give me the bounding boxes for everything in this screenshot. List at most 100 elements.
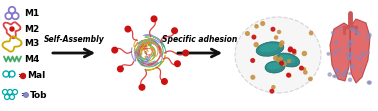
Circle shape xyxy=(246,32,249,35)
Circle shape xyxy=(277,58,280,62)
Circle shape xyxy=(347,56,351,60)
Circle shape xyxy=(336,70,338,73)
Circle shape xyxy=(139,84,145,90)
Text: Self-Assembly: Self-Assembly xyxy=(43,35,104,44)
Circle shape xyxy=(336,75,339,78)
Circle shape xyxy=(289,47,292,51)
Circle shape xyxy=(310,31,313,35)
Circle shape xyxy=(350,28,352,30)
Circle shape xyxy=(355,30,358,33)
Circle shape xyxy=(332,32,334,34)
Circle shape xyxy=(352,28,355,31)
Polygon shape xyxy=(350,19,370,83)
Circle shape xyxy=(271,27,275,31)
Circle shape xyxy=(334,51,337,54)
Circle shape xyxy=(361,68,362,70)
Circle shape xyxy=(338,48,341,50)
Circle shape xyxy=(254,43,258,47)
Circle shape xyxy=(175,61,180,66)
Circle shape xyxy=(261,22,265,25)
Circle shape xyxy=(252,35,256,39)
Circle shape xyxy=(342,73,345,76)
Circle shape xyxy=(270,89,274,93)
Circle shape xyxy=(288,74,291,77)
Polygon shape xyxy=(330,23,350,81)
Circle shape xyxy=(349,73,350,75)
Circle shape xyxy=(162,79,167,84)
Circle shape xyxy=(345,69,347,70)
Circle shape xyxy=(251,59,254,62)
Circle shape xyxy=(359,58,361,61)
Circle shape xyxy=(367,52,369,54)
Circle shape xyxy=(279,44,282,47)
Circle shape xyxy=(277,30,280,33)
Circle shape xyxy=(125,26,131,32)
Ellipse shape xyxy=(235,17,321,93)
Circle shape xyxy=(280,61,284,65)
Circle shape xyxy=(274,36,277,39)
Circle shape xyxy=(282,62,286,66)
Circle shape xyxy=(255,25,258,28)
Circle shape xyxy=(351,66,353,68)
Circle shape xyxy=(272,86,275,89)
Text: M4: M4 xyxy=(24,55,39,63)
Circle shape xyxy=(23,92,28,97)
Circle shape xyxy=(348,57,351,60)
Circle shape xyxy=(328,73,331,76)
Circle shape xyxy=(183,50,188,56)
Circle shape xyxy=(172,28,177,34)
Circle shape xyxy=(335,68,338,72)
Circle shape xyxy=(333,75,335,77)
Circle shape xyxy=(302,52,307,56)
Circle shape xyxy=(351,64,354,68)
Text: Specific adhesion: Specific adhesion xyxy=(163,35,238,44)
Circle shape xyxy=(349,45,350,47)
Circle shape xyxy=(357,33,360,35)
Circle shape xyxy=(118,66,123,72)
Circle shape xyxy=(349,52,353,55)
Text: M1: M1 xyxy=(24,10,39,19)
Ellipse shape xyxy=(259,44,279,53)
Circle shape xyxy=(300,66,303,70)
Circle shape xyxy=(280,41,284,45)
Circle shape xyxy=(355,56,357,57)
Circle shape xyxy=(347,46,350,48)
Text: M3: M3 xyxy=(24,40,39,49)
Circle shape xyxy=(346,53,349,55)
Circle shape xyxy=(304,71,307,74)
Circle shape xyxy=(368,81,371,84)
Circle shape xyxy=(151,16,157,22)
Circle shape xyxy=(339,28,341,29)
Text: Tob: Tob xyxy=(30,90,48,99)
Circle shape xyxy=(361,53,365,56)
Circle shape xyxy=(251,75,255,79)
Circle shape xyxy=(10,27,14,31)
Circle shape xyxy=(335,41,338,44)
Circle shape xyxy=(303,68,305,70)
Circle shape xyxy=(274,56,278,60)
Ellipse shape xyxy=(265,61,285,73)
Ellipse shape xyxy=(267,62,281,70)
Circle shape xyxy=(292,49,296,53)
Circle shape xyxy=(367,81,370,84)
Circle shape xyxy=(112,47,118,53)
Circle shape xyxy=(367,37,369,39)
Circle shape xyxy=(367,33,371,37)
Circle shape xyxy=(288,60,290,63)
Circle shape xyxy=(349,78,352,81)
Circle shape xyxy=(280,57,282,60)
Text: =: = xyxy=(20,90,27,99)
Circle shape xyxy=(343,71,345,74)
Circle shape xyxy=(327,53,330,55)
Circle shape xyxy=(20,73,25,78)
Circle shape xyxy=(288,48,292,52)
Ellipse shape xyxy=(279,55,295,63)
Circle shape xyxy=(348,40,351,43)
Text: Mal: Mal xyxy=(27,71,45,80)
Circle shape xyxy=(287,73,290,77)
Circle shape xyxy=(293,52,296,55)
Ellipse shape xyxy=(256,42,284,56)
Circle shape xyxy=(351,40,353,43)
Text: M2: M2 xyxy=(24,25,39,34)
Circle shape xyxy=(309,77,312,81)
